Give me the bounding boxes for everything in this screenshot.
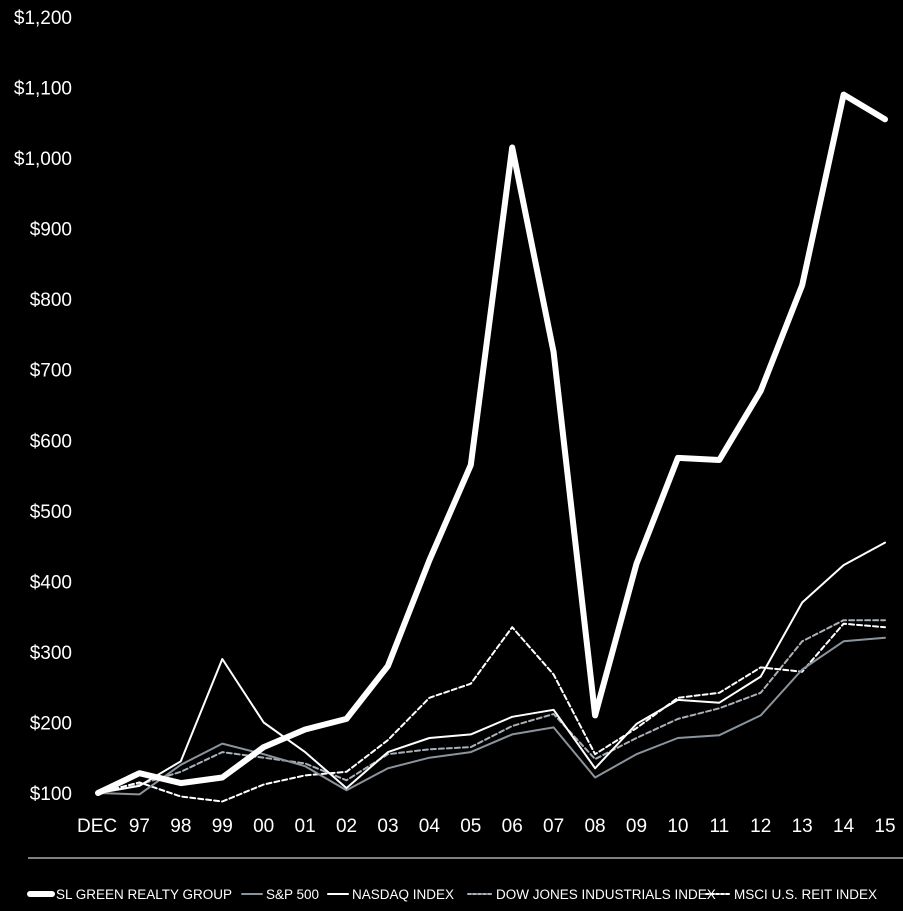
legend-label: S&P 500 — [266, 887, 319, 902]
y-tick-label: $300 — [30, 643, 72, 664]
x-tick-label: 01 — [295, 816, 316, 837]
x-tick-label: 97 — [129, 816, 150, 837]
y-tick-label: $500 — [30, 502, 72, 523]
x-axis: DEC 97 98 99 00 01 02 03 04 05 06 07 08 09 10 11 12 13 14 1… — [77, 816, 896, 837]
series-line — [97, 619, 886, 794]
plot-area — [95, 91, 888, 803]
legend-label: DOW JONES INDUSTRIALS INDEX — [496, 887, 716, 902]
legend: SL GREEN REALTY GROUP S&P 500 NASDAQ INDEX… — [27, 887, 877, 902]
y-tick-label: $700 — [30, 361, 72, 382]
series-line — [97, 636, 886, 796]
y-tick-label: $400 — [30, 572, 72, 593]
x-tick-label: 10 — [667, 816, 688, 837]
series-line — [95, 91, 888, 796]
x-tick-label: 02 — [336, 816, 357, 837]
y-axis: $100 $200 $300 $400 $500 $600 $700 $800 $900 $1,0… — [14, 8, 72, 805]
x-tick-label: 04 — [419, 816, 441, 837]
x-tick-label: 07 — [543, 816, 564, 837]
x-tick-label: 09 — [626, 816, 647, 837]
x-tick-label: 14 — [833, 816, 855, 837]
x-tick-label: 08 — [584, 816, 605, 837]
legend-label: SL GREEN REALTY GROUP — [56, 887, 232, 902]
x-tick-label: 05 — [460, 816, 481, 837]
y-tick-label: $1,100 — [14, 79, 72, 100]
x-tick-label: 06 — [502, 816, 523, 837]
y-tick-label: $100 — [30, 784, 72, 805]
x-tick-label: 12 — [750, 816, 771, 837]
x-tick-label: 03 — [377, 816, 398, 837]
series-line — [97, 622, 886, 803]
y-tick-label: $1,200 — [14, 8, 72, 29]
x-tick-label: DEC — [77, 816, 117, 837]
x-tick-label: 99 — [212, 816, 233, 837]
y-tick-label: $800 — [30, 290, 72, 311]
x-tick-label: 11 — [709, 816, 729, 837]
series-line — [97, 541, 886, 794]
y-tick-label: $600 — [30, 431, 72, 452]
y-tick-label: $900 — [30, 220, 72, 241]
x-tick-label: 98 — [170, 816, 191, 837]
y-tick-label: $200 — [30, 713, 72, 734]
x-tick-label: 00 — [253, 816, 274, 837]
x-tick-label: 15 — [874, 816, 895, 837]
legend-label: MSCI U.S. REIT INDEX — [734, 887, 877, 902]
x-tick-label: 13 — [792, 816, 813, 837]
y-tick-label: $1,000 — [14, 149, 72, 170]
legend-label: NASDAQ INDEX — [352, 887, 454, 902]
